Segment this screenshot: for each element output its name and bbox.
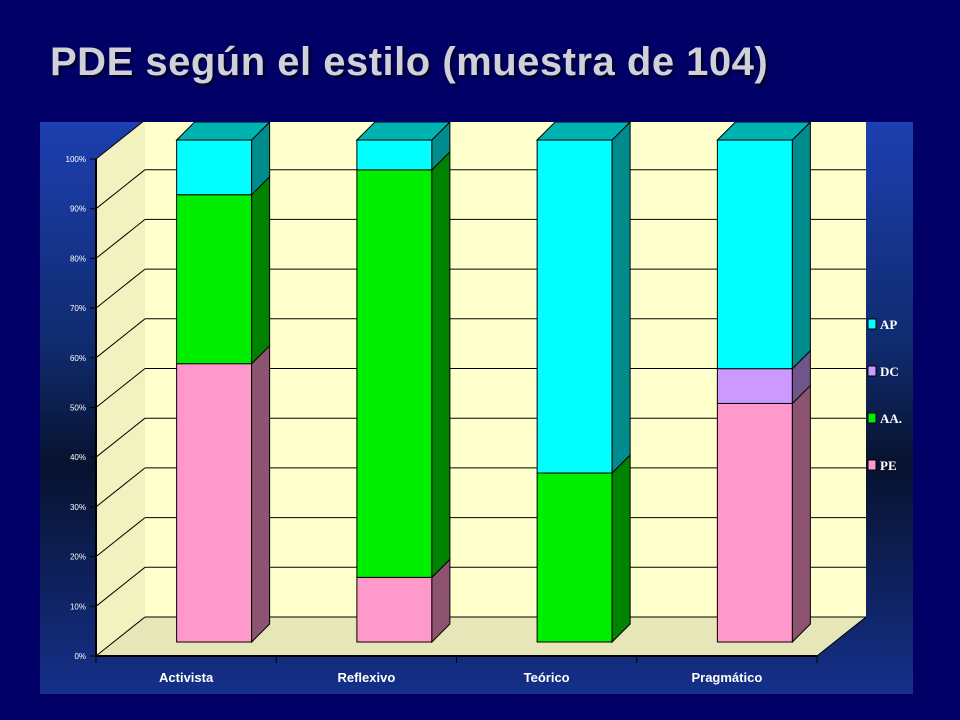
bar-activista-ap <box>176 139 253 196</box>
bar-pragmático-ap <box>716 139 793 370</box>
legend-label: AP <box>880 317 897 332</box>
bar-activista-aa <box>176 194 253 365</box>
stacked-bar-chart: 0% 10% 20% 30% 40% 50% 60% 70% 80% 90% 100% Activis… <box>66 122 902 685</box>
y-tick-label: 100% <box>66 155 86 164</box>
y-tick-label: 90% <box>70 205 86 214</box>
plot-side-wall <box>96 122 145 656</box>
x-category-label: Reflexivo <box>337 670 395 685</box>
gridline-side <box>95 566 146 607</box>
gridline-side <box>95 368 146 408</box>
bar-side <box>791 384 811 644</box>
legend-label: DC <box>880 364 899 379</box>
slide-title: PDE según el estilo (muestra de 104) <box>50 40 769 84</box>
bar-top <box>175 122 271 141</box>
bar-reflexivo-aa <box>356 169 433 578</box>
bar-side <box>251 344 271 644</box>
y-tick-label: 10% <box>70 602 86 611</box>
x-category-label: Activista <box>159 670 214 685</box>
bar-top <box>535 122 631 141</box>
gridline-side <box>95 122 144 160</box>
legend-swatch <box>867 365 877 377</box>
legend-swatch <box>867 459 877 471</box>
bar-teórico-ap <box>536 139 613 474</box>
plot-floor <box>96 617 866 656</box>
legend-label: AA. <box>880 411 902 426</box>
y-tick-label: 30% <box>70 503 86 512</box>
y-tick-label: 0% <box>74 652 86 661</box>
y-tick-label: 70% <box>70 304 86 313</box>
y-tick-label: 40% <box>70 453 86 462</box>
bar-reflexivo-ap <box>356 139 433 171</box>
legend-label: PE <box>880 458 897 473</box>
bar-activista-pe <box>176 363 253 643</box>
bar-reflexivo-pe <box>356 576 433 643</box>
gridline-side <box>95 517 146 557</box>
bar-side <box>791 122 811 370</box>
bar-side <box>611 453 631 644</box>
chart-frame: 0% 10% 20% 30% 40% 50% 60% 70% 80% 90% 100% Activis… <box>40 122 913 694</box>
legend-swatch <box>867 412 877 424</box>
gridline-side <box>95 417 146 458</box>
legend-swatch <box>867 318 877 330</box>
bar-side <box>251 175 271 365</box>
bar-top <box>355 122 451 141</box>
bar-side <box>431 150 451 579</box>
bar-top <box>716 122 812 141</box>
y-tick-label: 50% <box>70 404 86 413</box>
floor-edge <box>816 616 867 657</box>
gridline-side <box>95 268 146 309</box>
bar-pragmático-dc <box>716 368 793 404</box>
bar-teórico-aa <box>536 472 613 643</box>
gridline-side <box>95 219 146 259</box>
x-category-label: Pragmático <box>691 670 762 685</box>
gridline-side <box>95 318 146 359</box>
gridline-side <box>95 169 146 210</box>
gridline-side <box>95 616 146 657</box>
plot-back-wall <box>145 122 866 617</box>
y-tick-label: 60% <box>70 354 86 363</box>
x-category-label: Teórico <box>524 670 570 685</box>
bar-side <box>611 122 631 475</box>
y-tick-label: 80% <box>70 254 86 263</box>
y-tick-label: 20% <box>70 553 86 562</box>
bar-pragmático-pe <box>716 402 793 643</box>
gridline-side <box>95 467 146 508</box>
